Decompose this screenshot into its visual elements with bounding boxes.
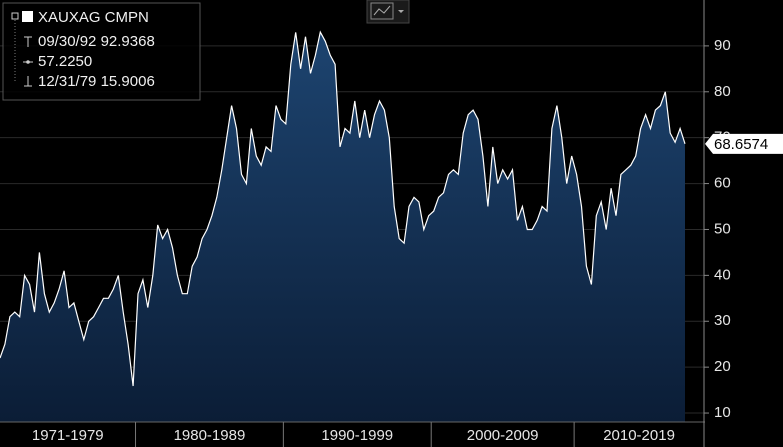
- y-tick-label: 50: [714, 220, 731, 237]
- x-tick-label: 1980-1989: [174, 427, 246, 444]
- button-icon-line: [373, 5, 391, 16]
- low-icon: [24, 76, 32, 87]
- legend-box: [2, 2, 201, 101]
- y-tick-label: 60: [714, 175, 731, 192]
- chart-type-button[interactable]: [366, 0, 410, 24]
- button-icon: [370, 2, 394, 20]
- button-arrow: [398, 10, 404, 13]
- y-tick-label: 90: [714, 37, 731, 54]
- x-tick-label: 1990-1999: [321, 427, 393, 444]
- line: [0, 30, 686, 387]
- high-label: 09/30/92 92.9368: [38, 33, 155, 50]
- area: [0, 32, 685, 422]
- last-value-label: 68.6574: [714, 136, 768, 153]
- last-value-box: [705, 133, 783, 154]
- high-value: 92.9368: [101, 33, 155, 50]
- high-icon: [24, 36, 32, 47]
- legend-collapse[interactable]: [11, 12, 19, 20]
- average-dot: [26, 60, 30, 64]
- y-tick-label: 10: [714, 404, 731, 421]
- y-tick-label: 30: [714, 312, 731, 329]
- legend-swatch: [22, 11, 33, 22]
- y-tick-label: 80: [714, 83, 731, 100]
- last-value-tag: 68.6574: [705, 133, 783, 154]
- y-tick-label: 20: [714, 358, 731, 375]
- average-label: 57.2250: [38, 53, 92, 70]
- x-tick-label: 2010-2019: [603, 427, 675, 444]
- button-frame[interactable]: [366, 0, 410, 24]
- axes: 1020304050607080901971-19791980-19891990…: [32, 37, 783, 447]
- legend: XAUXAG CMPN 09/30/92 92.9368 57.2250 12/…: [2, 2, 201, 101]
- x-tick-label: 2000-2009: [467, 427, 539, 444]
- x-tick-label: 1971-1979: [32, 427, 104, 444]
- high-date: 09/30/92: [38, 33, 96, 50]
- low-value: 15.9006: [101, 73, 155, 90]
- x-axis-strip: [0, 422, 705, 447]
- legend-label: XAUXAG CMPN: [38, 9, 149, 26]
- low-label: 12/31/79 15.9006: [38, 73, 155, 90]
- y-tick-label: 40: [714, 266, 731, 283]
- low-date: 12/31/79: [38, 73, 96, 90]
